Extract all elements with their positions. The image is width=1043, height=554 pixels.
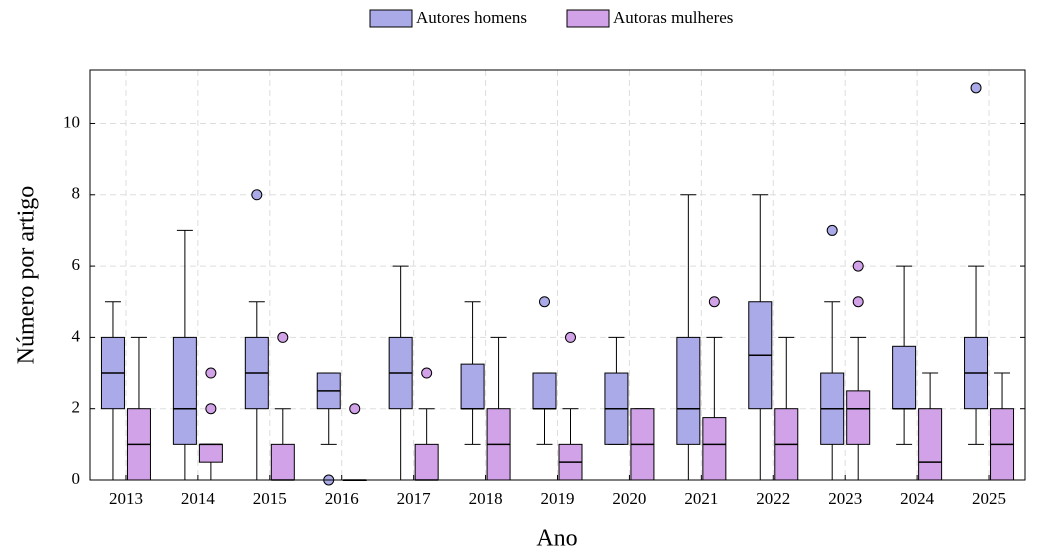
x-tick-label: 2020 <box>612 489 646 508</box>
x-axis-title: Ano <box>536 526 577 552</box>
outlier <box>708 296 720 308</box>
box <box>676 336 701 445</box>
outlier <box>852 260 864 272</box>
box <box>702 417 727 481</box>
outlier <box>970 82 982 94</box>
legend-label: Autoras mulheres <box>613 8 733 27</box>
box <box>414 443 439 481</box>
y-tick-label: 0 <box>72 469 81 488</box>
outlier <box>349 403 361 415</box>
box <box>892 345 917 410</box>
x-tick-label: 2018 <box>469 489 503 508</box>
box <box>198 443 223 463</box>
x-tick-label: 2014 <box>181 489 216 508</box>
x-tick-label: 2023 <box>828 489 862 508</box>
x-tick-label: 2024 <box>900 489 935 508</box>
x-tick-label: 2025 <box>972 489 1006 508</box>
box <box>460 363 485 410</box>
outlier <box>205 403 217 415</box>
outlier <box>539 296 550 308</box>
legend-swatch <box>566 9 610 28</box>
legend-label: Autores homens <box>416 8 527 27</box>
x-tick-label: 2017 <box>397 489 432 508</box>
y-tick-label: 4 <box>72 326 81 345</box>
box <box>532 372 557 410</box>
x-tick-label: 2019 <box>541 489 575 508</box>
x-tick-label: 2015 <box>253 489 287 508</box>
x-tick-label: 2013 <box>109 489 143 508</box>
y-tick-label: 6 <box>72 255 81 274</box>
plot-frame <box>89 69 1026 481</box>
y-tick-label: 10 <box>63 112 80 131</box>
outlier <box>205 367 217 379</box>
box <box>846 390 871 445</box>
outlier <box>826 224 838 236</box>
y-tick-label: 8 <box>72 184 81 203</box>
y-tick-label: 2 <box>72 398 81 417</box>
outlier <box>277 331 289 343</box>
outlier <box>565 331 576 343</box>
outlier <box>852 296 864 308</box>
x-tick-label: 2021 <box>684 489 718 508</box>
legend-swatch <box>369 9 413 28</box>
x-tick-label: 2022 <box>756 489 790 508</box>
outlier <box>251 189 263 201</box>
outlier <box>421 367 433 379</box>
y-axis-title: Número por artigo <box>14 186 40 365</box>
x-tick-label: 2016 <box>325 489 359 508</box>
box <box>270 443 295 481</box>
box <box>918 408 943 481</box>
box <box>172 336 197 445</box>
